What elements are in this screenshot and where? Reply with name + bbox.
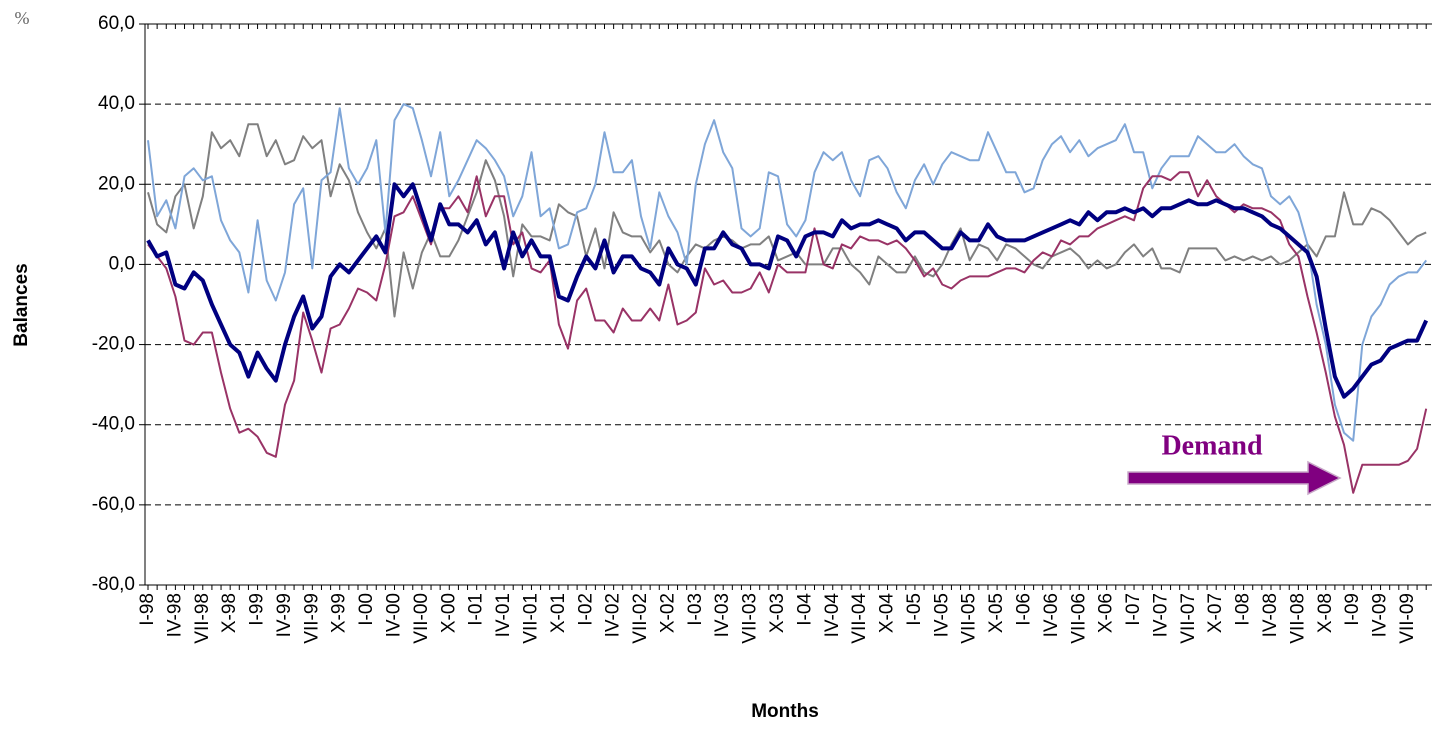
x-tick-label: I-00 xyxy=(356,593,377,626)
x-tick-label: X-07 xyxy=(1205,593,1226,633)
x-tick-label: I-07 xyxy=(1123,593,1144,626)
y-tick-label: 60,0 xyxy=(98,13,135,34)
x-tick-label: X-01 xyxy=(548,593,569,633)
x-tick-label: X-08 xyxy=(1315,593,1336,633)
x-tick-label: IV-07 xyxy=(1150,593,1171,637)
x-tick-label: I-02 xyxy=(575,593,596,626)
x-tick-label: I-04 xyxy=(794,593,815,626)
x-tick-label: VII-09 xyxy=(1397,593,1418,644)
x-tick-label: I-05 xyxy=(904,593,925,626)
x-tick-label: X-03 xyxy=(767,593,788,633)
x-axis-title: Months xyxy=(751,701,819,722)
x-tick-label: IV-02 xyxy=(603,593,624,637)
x-tick-label: IV-06 xyxy=(1041,593,1062,637)
x-tick-label: VII-02 xyxy=(630,593,651,644)
x-tick-label: VII-00 xyxy=(411,593,432,644)
x-tick-label: IV-03 xyxy=(712,593,733,637)
x-tick-label: I-09 xyxy=(1342,593,1363,626)
x-tick-label: I-98 xyxy=(137,593,158,626)
y-tick-label: 40,0 xyxy=(98,93,135,114)
x-tick-label: X-02 xyxy=(657,593,678,633)
x-tick-label: IV-09 xyxy=(1370,593,1391,637)
y-tick-label: 0,0 xyxy=(109,253,135,274)
x-tick-label: X-05 xyxy=(986,593,1007,633)
x-tick-label: VII-05 xyxy=(959,593,980,644)
x-tick-label: I-08 xyxy=(1233,593,1254,626)
x-tick-label: VII-08 xyxy=(1287,593,1308,644)
x-tick-label: IV-00 xyxy=(384,593,405,637)
x-tick-label: VII-98 xyxy=(192,593,213,644)
x-tick-label: X-98 xyxy=(219,593,240,633)
x-tick-label: VII-99 xyxy=(301,593,322,644)
x-tick-label: VII-04 xyxy=(849,593,870,644)
x-tick-label: I-06 xyxy=(1013,593,1034,626)
y-tick-label: -40,0 xyxy=(92,414,135,435)
x-tick-label: VII-06 xyxy=(1068,593,1089,644)
unit-label: % xyxy=(15,8,30,28)
series-line xyxy=(147,103,1427,442)
x-tick-label: VII-03 xyxy=(740,593,761,644)
x-tick-label: I-01 xyxy=(466,593,487,626)
x-tick-label: IV-99 xyxy=(274,593,295,637)
series-line xyxy=(147,123,1427,318)
x-tick-label: IV-08 xyxy=(1260,593,1281,637)
series-line xyxy=(147,171,1428,494)
y-tick-label: -60,0 xyxy=(92,494,135,515)
x-tick-label: I-03 xyxy=(685,593,706,626)
y-axis-title: Balances xyxy=(11,263,32,346)
y-tick-label: 20,0 xyxy=(98,173,135,194)
annotation: Demand xyxy=(1161,430,1263,461)
y-tick-label: -20,0 xyxy=(92,334,135,355)
x-tick-label: IV-98 xyxy=(164,593,185,637)
x-tick-label: IV-05 xyxy=(931,593,952,637)
x-tick-label: VII-07 xyxy=(1178,593,1199,644)
series-line xyxy=(146,182,1429,399)
y-tick-label: -80,0 xyxy=(92,574,135,595)
x-tick-label: X-04 xyxy=(877,593,898,634)
x-tick-label: X-99 xyxy=(329,593,350,633)
annotation-arrow xyxy=(1127,460,1342,496)
x-tick-label: X-00 xyxy=(438,593,459,633)
x-tick-label: IV-04 xyxy=(822,593,843,638)
x-tick-label: I-99 xyxy=(247,593,268,626)
x-tick-label: VII-01 xyxy=(520,593,541,644)
x-tick-label: IV-01 xyxy=(493,593,514,637)
x-tick-label: X-06 xyxy=(1096,593,1117,633)
